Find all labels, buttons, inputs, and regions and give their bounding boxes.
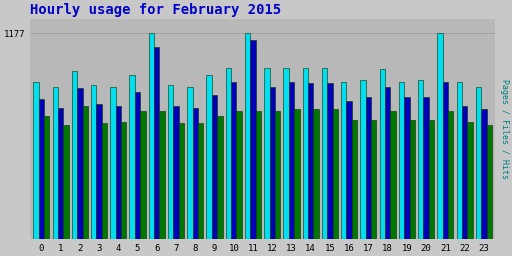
Bar	[347, 101, 352, 239]
Bar	[91, 85, 96, 239]
Bar	[379, 69, 385, 239]
Bar	[77, 89, 82, 239]
Bar	[283, 68, 289, 239]
Bar	[72, 71, 77, 239]
Y-axis label: Pages / Files / Hits: Pages / Files / Hits	[500, 79, 508, 179]
Bar	[264, 68, 269, 239]
Bar	[443, 81, 448, 239]
Text: Hourly usage for February 2015: Hourly usage for February 2015	[30, 4, 281, 17]
Bar	[462, 106, 467, 239]
Bar	[217, 116, 223, 239]
Bar	[135, 92, 140, 239]
Bar	[418, 80, 423, 239]
Bar	[429, 120, 434, 239]
Bar	[168, 85, 174, 239]
Bar	[226, 68, 231, 239]
Bar	[371, 120, 376, 239]
Bar	[198, 123, 203, 239]
Bar	[423, 97, 429, 239]
Bar	[237, 111, 242, 239]
Bar	[457, 81, 462, 239]
Bar	[102, 123, 107, 239]
Bar	[44, 116, 50, 239]
Bar	[255, 111, 261, 239]
Bar	[341, 81, 347, 239]
Bar	[404, 97, 410, 239]
Bar	[140, 111, 145, 239]
Bar	[154, 47, 160, 239]
Bar	[82, 106, 88, 239]
Bar	[206, 74, 212, 239]
Bar	[58, 108, 63, 239]
Bar	[275, 111, 280, 239]
Bar	[148, 33, 154, 239]
Bar	[486, 125, 492, 239]
Bar	[410, 120, 415, 239]
Bar	[294, 110, 300, 239]
Bar	[231, 81, 237, 239]
Bar	[448, 111, 454, 239]
Bar	[96, 104, 102, 239]
Bar	[360, 80, 366, 239]
Bar	[322, 68, 327, 239]
Bar	[303, 68, 308, 239]
Bar	[130, 74, 135, 239]
Bar	[366, 97, 371, 239]
Bar	[160, 111, 165, 239]
Bar	[327, 83, 333, 239]
Bar	[289, 81, 294, 239]
Bar	[121, 122, 126, 239]
Bar	[481, 110, 486, 239]
Bar	[53, 87, 58, 239]
Bar	[385, 87, 390, 239]
Bar	[193, 108, 198, 239]
Bar	[250, 40, 255, 239]
Bar	[110, 87, 116, 239]
Bar	[116, 106, 121, 239]
Bar	[187, 87, 193, 239]
Bar	[467, 122, 473, 239]
Bar	[269, 87, 275, 239]
Bar	[333, 110, 338, 239]
Bar	[390, 111, 396, 239]
Bar	[39, 99, 44, 239]
Bar	[63, 125, 69, 239]
Bar	[308, 83, 313, 239]
Bar	[352, 120, 357, 239]
Bar	[437, 33, 443, 239]
Bar	[245, 33, 250, 239]
Bar	[399, 81, 404, 239]
Bar	[33, 81, 39, 239]
Bar	[174, 106, 179, 239]
Bar	[313, 110, 319, 239]
Bar	[212, 95, 217, 239]
Bar	[476, 87, 481, 239]
Bar	[179, 123, 184, 239]
